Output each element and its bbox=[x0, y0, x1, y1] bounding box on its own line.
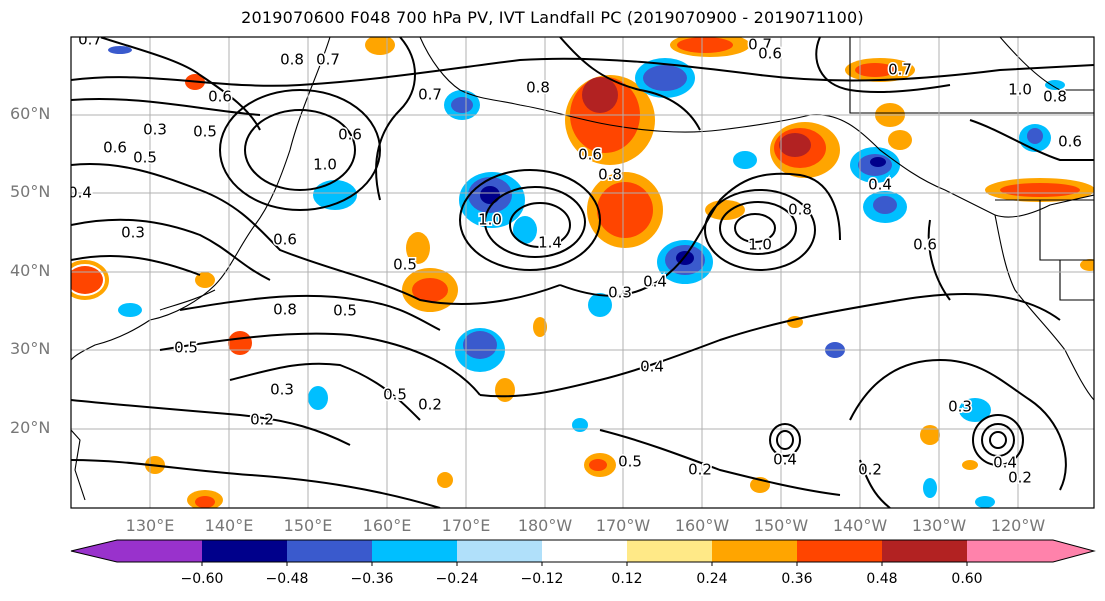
colorbar-tick-label: −0.48 bbox=[265, 571, 309, 587]
lat-label: 60°N bbox=[10, 104, 51, 123]
colorbar-bin bbox=[882, 540, 967, 562]
plot-frame bbox=[70, 36, 1095, 509]
lon-label: 160°E bbox=[362, 516, 412, 535]
lat-label: 50°N bbox=[10, 182, 51, 201]
contour-label: 0.6 bbox=[578, 146, 602, 164]
contour-label: 0.8 bbox=[1043, 88, 1067, 106]
colorbar-bin bbox=[797, 540, 882, 562]
contour-label: 0.4 bbox=[773, 451, 797, 469]
colorbar-bin bbox=[967, 540, 1053, 562]
contour-label: 0.2 bbox=[858, 461, 882, 479]
contour-label: 0.7 bbox=[78, 31, 102, 49]
colorbar-bin bbox=[542, 540, 627, 562]
contour-label: 0.4 bbox=[868, 176, 892, 194]
colorbar-tick-label: 0.60 bbox=[951, 571, 983, 587]
contour-label: 0.5 bbox=[133, 149, 157, 167]
contour-label: 1.0 bbox=[478, 211, 502, 229]
colorbar-bin bbox=[372, 540, 457, 562]
colorbar-tick-label: 0.12 bbox=[611, 571, 643, 587]
contour-label: 0.8 bbox=[526, 79, 550, 97]
contour-label: 0.5 bbox=[174, 339, 198, 357]
colorbar-outline bbox=[70, 539, 1096, 563]
lon-label: 160°W bbox=[674, 516, 730, 535]
contour-label: 0.6 bbox=[338, 126, 362, 144]
lon-label: 130°W bbox=[911, 516, 967, 535]
colorbar-tick-label: −0.24 bbox=[435, 571, 479, 587]
contour-label: 0.5 bbox=[193, 123, 217, 141]
contour-label: 0.7 bbox=[316, 51, 340, 69]
contour-label: 0.2 bbox=[250, 411, 274, 429]
gridlines bbox=[71, 37, 1094, 508]
lon-label: 170°E bbox=[441, 516, 491, 535]
colorbar-tick-label: −0.36 bbox=[350, 571, 394, 587]
contour-label: 0.6 bbox=[758, 45, 782, 63]
contour-label: 0.3 bbox=[948, 398, 972, 416]
colorbar-tick-label: 0.24 bbox=[696, 571, 728, 587]
contour-label: 0.3 bbox=[270, 381, 294, 399]
lon-label: 140°E bbox=[204, 516, 254, 535]
colorbar-bin bbox=[287, 540, 372, 562]
contour-label: 1.0 bbox=[313, 156, 337, 174]
contour-label: 0.6 bbox=[1058, 133, 1082, 151]
colorbar bbox=[70, 539, 1096, 566]
contour-label: 0.4 bbox=[643, 273, 667, 291]
contour-label: 1.0 bbox=[1008, 81, 1032, 99]
contour-label: 1.0 bbox=[748, 236, 772, 254]
contour-label: 0.8 bbox=[598, 166, 622, 184]
contour-label: 0.7 bbox=[888, 61, 912, 79]
contour-label: 0.8 bbox=[788, 201, 812, 219]
contour-label: 0.2 bbox=[418, 396, 442, 414]
lat-label: 40°N bbox=[10, 261, 51, 280]
contour-label: 0.5 bbox=[333, 302, 357, 320]
lon-label: 180°W bbox=[517, 516, 573, 535]
contour-label: 0.4 bbox=[993, 454, 1017, 472]
contour-label: 0.7 bbox=[748, 36, 772, 54]
colorbar-bin bbox=[202, 540, 287, 562]
lon-label: 170°W bbox=[595, 516, 651, 535]
contour-label: 0.6 bbox=[208, 88, 232, 106]
lon-label: 150°W bbox=[753, 516, 809, 535]
contour-label: 0.3 bbox=[143, 121, 167, 139]
contour-label: 0.4 bbox=[640, 358, 664, 376]
contour-label: 0.5 bbox=[383, 386, 407, 404]
contour-label: 0.6 bbox=[913, 236, 937, 254]
colorbar-tick-label: 0.48 bbox=[866, 571, 898, 587]
lon-label: 130°E bbox=[125, 516, 175, 535]
ivt-contours bbox=[71, 37, 1094, 508]
map-title: 2019070600 F048 700 hPa PV, IVT Landfall… bbox=[241, 8, 864, 27]
colorbar-bin bbox=[457, 540, 542, 562]
lon-label: 140°W bbox=[832, 516, 888, 535]
lat-label: 30°N bbox=[10, 339, 51, 358]
colorbar-bin bbox=[712, 540, 797, 562]
contour-label: 0.6 bbox=[103, 139, 127, 157]
colorbar-tick-label: −0.60 bbox=[180, 571, 224, 587]
lat-label: 20°N bbox=[10, 418, 51, 437]
contour-label: 0.5 bbox=[393, 256, 417, 274]
colorbar-high-extend bbox=[1053, 540, 1094, 562]
lon-label: 120°W bbox=[990, 516, 1046, 535]
contour-label: 0.3 bbox=[121, 224, 145, 242]
contour-label: 0.4 bbox=[68, 184, 92, 202]
contour-label: 0.8 bbox=[280, 51, 304, 69]
colorbar-tick-label: 0.36 bbox=[781, 571, 813, 587]
contour-label: 0.6 bbox=[273, 231, 297, 249]
colorbar-bin bbox=[117, 540, 202, 562]
contour-label: 0.5 bbox=[618, 453, 642, 471]
contour-label: 1.4 bbox=[538, 234, 562, 252]
contour-label: 0.2 bbox=[1008, 469, 1032, 487]
contour-label: 0.8 bbox=[273, 301, 297, 319]
contour-label: 0.2 bbox=[688, 461, 712, 479]
contour-label: 0.7 bbox=[418, 86, 442, 104]
colorbar-tick-label: −0.12 bbox=[520, 571, 564, 587]
contour-labels: 0.70.8 0.70.6 0.7 0.80.70.60.71.0 0.80.3 0.5 0… bbox=[68, 31, 1083, 488]
coastlines bbox=[71, 37, 1094, 501]
colorbar-bin bbox=[627, 540, 712, 562]
colorbar-low-extend bbox=[71, 540, 117, 562]
lon-label: 150°E bbox=[283, 516, 333, 535]
contour-label: 0.3 bbox=[608, 284, 632, 302]
